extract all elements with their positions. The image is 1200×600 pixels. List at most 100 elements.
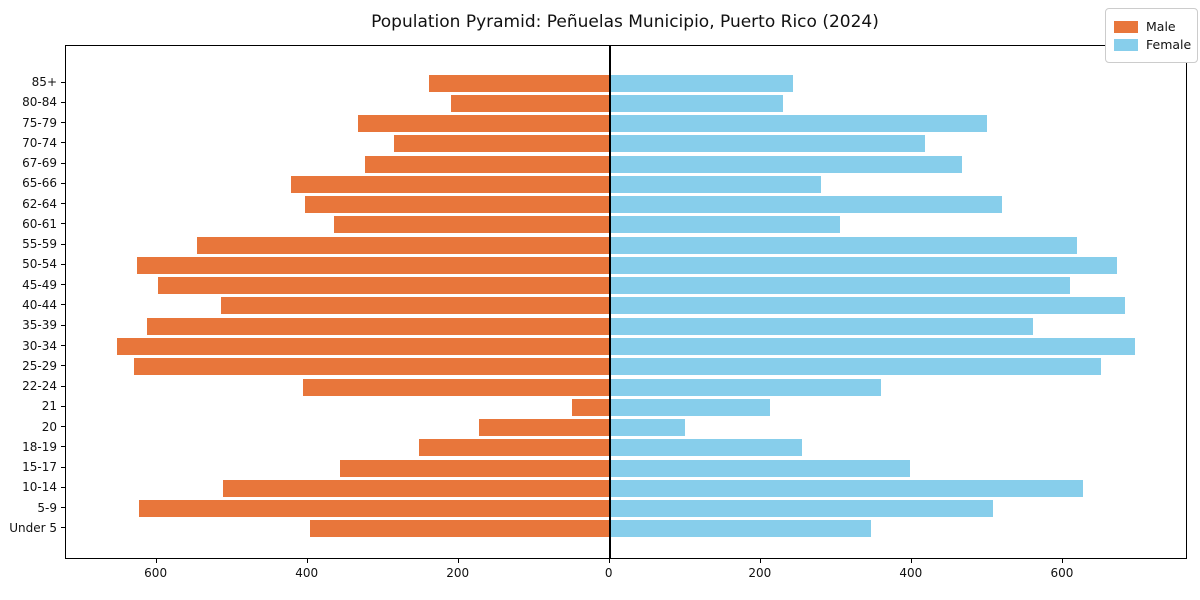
y-axis-label: 35-39 <box>22 318 57 333</box>
y-axis-label: 30-34 <box>22 338 57 353</box>
male-bar <box>572 398 610 416</box>
y-tick-mark <box>61 142 65 144</box>
x-tick-mark <box>910 559 912 563</box>
y-axis-label: 55-59 <box>22 237 57 252</box>
male-bar <box>393 135 610 153</box>
y-tick-mark <box>61 527 65 529</box>
male-bar <box>139 500 610 518</box>
y-axis-label: 70-74 <box>22 135 57 150</box>
x-tick-mark <box>155 559 157 563</box>
y-tick-mark <box>61 446 65 448</box>
y-tick-mark <box>61 365 65 367</box>
female-bar <box>610 155 962 173</box>
y-axis-label: 18-19 <box>22 439 57 454</box>
x-tick-mark <box>306 559 308 563</box>
male-bar <box>365 155 610 173</box>
female-bar <box>610 317 1034 335</box>
x-tick-mark <box>457 559 459 563</box>
male-bar <box>146 317 610 335</box>
male-bar <box>197 236 610 254</box>
y-tick-mark <box>61 101 65 103</box>
female-bar <box>610 196 1002 214</box>
y-tick-mark <box>61 486 65 488</box>
x-axis-label: 0 <box>604 566 613 580</box>
female-bar <box>610 277 1070 295</box>
female-bar <box>610 479 1084 497</box>
x-tick-mark <box>1061 559 1063 563</box>
x-tick-mark <box>608 559 610 563</box>
bars-layer <box>66 46 1186 558</box>
x-axis-label: 600 <box>1050 566 1074 580</box>
y-axis-label: 60-61 <box>22 216 57 231</box>
legend-item-male: Male <box>1114 19 1189 34</box>
male-bar <box>334 216 610 234</box>
male-bar <box>136 256 610 274</box>
y-axis-label: 45-49 <box>22 277 57 292</box>
legend: Male Female <box>1105 8 1198 63</box>
x-axis-label: 400 <box>295 566 319 580</box>
y-axis-label: 67-69 <box>22 156 57 171</box>
male-bar <box>309 520 610 538</box>
legend-item-female: Female <box>1114 37 1192 52</box>
female-bar <box>610 115 987 133</box>
male-bar <box>291 175 610 193</box>
male-bar <box>451 94 610 112</box>
female-bar <box>610 175 821 193</box>
female-bar <box>610 378 881 396</box>
y-axis-label: 25-29 <box>22 358 57 373</box>
chart-title: Population Pyramid: Peñuelas Municipio, … <box>371 12 879 32</box>
y-axis-label: 85+ <box>31 75 57 89</box>
y-tick-mark <box>61 122 65 124</box>
male-bar <box>223 479 610 497</box>
male-bar <box>479 419 610 437</box>
y-tick-mark <box>61 385 65 387</box>
y-tick-mark <box>61 405 65 407</box>
male-bar <box>419 439 610 457</box>
y-tick-mark <box>61 203 65 205</box>
x-axis-label: 200 <box>748 566 772 580</box>
x-axis-label: 400 <box>899 566 923 580</box>
male-bar <box>158 277 610 295</box>
female-bar <box>610 338 1136 355</box>
y-tick-mark <box>61 284 65 286</box>
y-axis-label: 20 <box>41 419 57 434</box>
y-axis-label: 65-66 <box>22 176 57 191</box>
y-axis-label: 21 <box>41 399 57 414</box>
female-bar <box>610 74 794 92</box>
y-tick-mark <box>61 324 65 326</box>
male-bar <box>303 378 610 396</box>
male-bar <box>358 115 610 133</box>
y-axis-label: Under 5 <box>9 520 57 535</box>
y-axis-label: 40-44 <box>22 297 57 312</box>
zero-axis-line <box>608 46 611 558</box>
female-bar <box>610 358 1102 376</box>
y-axis-label: 50-54 <box>22 257 57 272</box>
y-tick-mark <box>61 263 65 265</box>
y-tick-mark <box>61 304 65 306</box>
male-bar <box>340 459 610 477</box>
legend-male-label: Male <box>1146 19 1176 34</box>
y-axis-label: 10-14 <box>22 480 57 495</box>
y-axis-label: 22-24 <box>22 379 57 394</box>
y-tick-mark <box>61 162 65 164</box>
y-tick-mark <box>61 507 65 509</box>
female-bar <box>610 459 910 477</box>
x-axis-label: 600 <box>144 566 168 580</box>
male-bar <box>305 196 610 214</box>
female-bar <box>610 256 1117 274</box>
y-tick-mark <box>61 223 65 225</box>
y-axis-label: 62-64 <box>22 196 57 211</box>
male-bar <box>133 358 610 376</box>
y-axis-label: 80-84 <box>22 95 57 110</box>
female-bar <box>610 398 770 416</box>
legend-female-label: Female <box>1146 37 1192 52</box>
y-tick-mark <box>61 81 65 83</box>
x-tick-mark <box>759 559 761 563</box>
x-axis-label: 200 <box>446 566 470 580</box>
y-tick-mark <box>61 426 65 428</box>
y-axis-label: 5-9 <box>37 500 57 515</box>
female-bar <box>610 520 872 538</box>
y-tick-mark <box>61 243 65 245</box>
female-bar <box>610 439 803 457</box>
male-color-swatch <box>1114 20 1138 33</box>
